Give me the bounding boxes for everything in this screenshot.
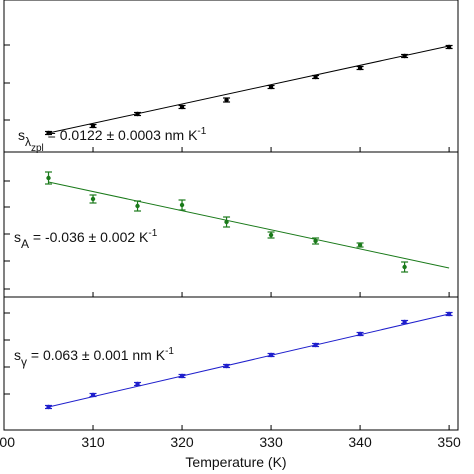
data-point [224, 363, 229, 369]
fit-line [48, 45, 450, 134]
data-point [46, 404, 51, 410]
annotation-text: = 0.063 ± 0.001 nm K [27, 347, 166, 363]
x-tick-label: 00 [0, 434, 15, 450]
panel-frame [3, 151, 459, 298]
annotation-text: = -0.036 ± 0.002 K [29, 229, 149, 245]
annotation: sλzpl = 0.0122 ± 0.0003 nm K-1 [18, 126, 207, 154]
annotation-symbol: s [14, 229, 21, 245]
data-point [224, 219, 229, 225]
data-point [179, 202, 185, 208]
data-point [357, 242, 363, 248]
data-point [90, 123, 96, 129]
data-point [313, 342, 318, 348]
data-point [268, 352, 274, 358]
data-point [402, 53, 407, 59]
data-point [313, 74, 318, 80]
data-point [46, 175, 51, 181]
data-point [46, 130, 51, 136]
annotation-symbol: s [18, 127, 25, 143]
data-point [357, 65, 363, 71]
data-point [90, 392, 96, 398]
annotation-subscript: A [21, 237, 29, 251]
data-point [135, 111, 140, 117]
data-point [224, 97, 229, 103]
x-axis-label: Temperature (K) [185, 454, 286, 470]
annotation-superscript: -1 [148, 228, 157, 239]
data-point [313, 238, 318, 244]
annotation-subscript: γ [21, 355, 27, 369]
x-tick-label: 350 [437, 434, 461, 450]
fit-line [48, 313, 450, 408]
fit-line [48, 181, 450, 269]
annotation: sA = -0.036 ± 0.002 K-1 [14, 228, 158, 251]
data-point [179, 104, 185, 110]
annotation-superscript: -1 [197, 126, 206, 137]
x-tick-label: 330 [259, 434, 283, 450]
x-tick-label: 310 [81, 434, 105, 450]
data-point [135, 381, 140, 387]
annotation-superscript: -1 [165, 346, 174, 357]
panel-frame [3, 296, 459, 431]
data-point [446, 44, 452, 50]
data-point [179, 373, 185, 379]
data-point [90, 196, 96, 202]
data-point [135, 203, 140, 209]
annotation: sγ = 0.063 ± 0.001 nm K-1 [14, 346, 174, 369]
x-tick-label: 340 [348, 434, 372, 450]
data-point [268, 84, 274, 90]
data-point [402, 319, 407, 325]
data-point [402, 264, 407, 270]
data-point [357, 331, 363, 337]
annotation-symbol: s [14, 347, 21, 363]
x-tick-label: 320 [170, 434, 194, 450]
data-point [446, 311, 452, 317]
annotation-subsubscript: zpl [31, 143, 44, 154]
annotation-subscript: λ [25, 135, 31, 149]
annotation-text: = 0.0122 ± 0.0003 nm K [44, 127, 198, 143]
data-point [268, 232, 274, 238]
